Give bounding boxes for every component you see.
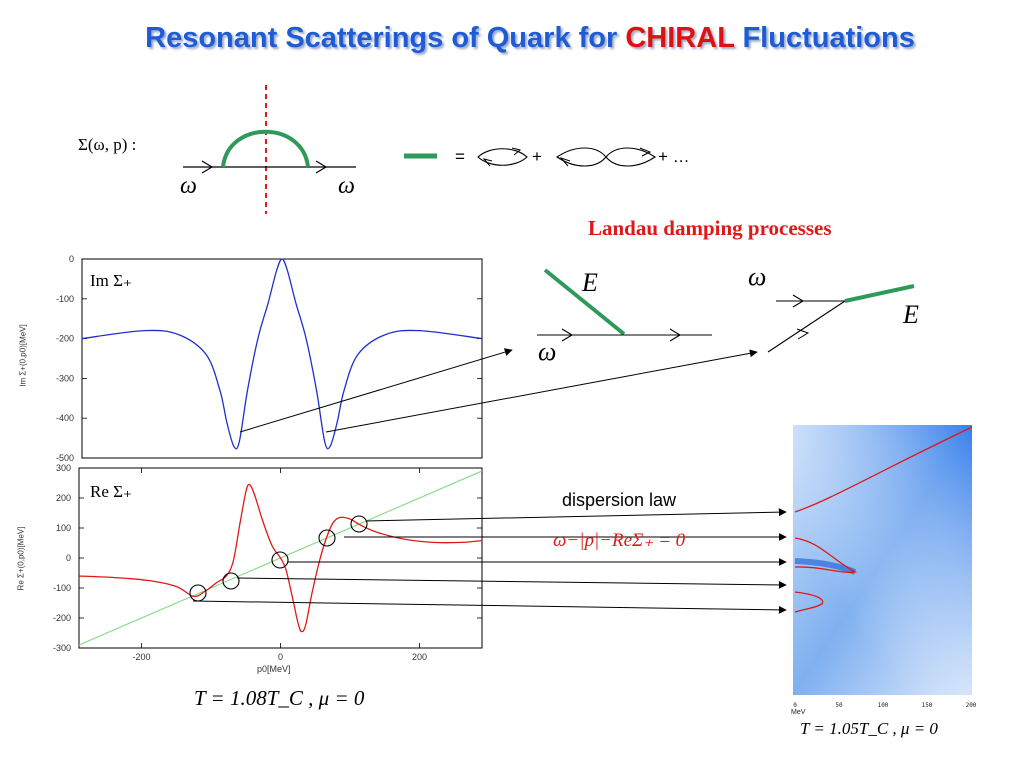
omega-in-label: ω (180, 173, 197, 199)
heatmap-upper-branch (794, 426, 973, 513)
re-ytick-label: 200 (56, 493, 71, 503)
arrow-in-icon (201, 160, 214, 174)
im-ytick-label: 0 (69, 254, 74, 264)
im-ytick-label: -200 (56, 334, 74, 344)
dispersion-label: dispersion law (562, 490, 677, 510)
landau-left-omega: ω (538, 337, 557, 366)
im-plot-frame (81, 258, 483, 459)
omega-out-label: ω (338, 173, 355, 199)
im-ylabel: Im Σ+(0,p0)[MeV] (18, 324, 28, 387)
im-curve (81, 258, 483, 450)
marker-circle (318, 529, 336, 547)
heatmap-xtick-label: 100 (878, 702, 889, 709)
landau-left-green (543, 268, 626, 336)
arrow-re-4 (236, 577, 787, 589)
sigma-label: Σ(ω, p) : (78, 135, 137, 154)
landau-right-omega: ω (748, 262, 767, 291)
re-ytick-label: 100 (56, 523, 71, 533)
landau-heading: Landau damping processes (588, 216, 832, 240)
re-xtick-label: 0 (278, 652, 283, 662)
re-ytick-label: -300 (53, 643, 71, 653)
temperature-left: T = 1.08T_C , μ = 0 (194, 686, 365, 710)
re-ytick-label: 0 (66, 553, 71, 563)
marker-circle (222, 572, 240, 590)
slide-title: Resonant Scatterings of Quark for CHIRAL… (0, 22, 1024, 55)
re-ytick-label: -200 (53, 613, 71, 623)
im-plot-label: Im Σ₊ (90, 271, 133, 290)
temperature-right: T = 1.05T_C , μ = 0 (800, 719, 938, 738)
heatmap-lower-branch (794, 591, 824, 613)
im-ytick-label: -100 (56, 294, 74, 304)
re-xtick-label: -200 (133, 652, 151, 662)
heatmap-xtick-label: 50 (835, 702, 843, 709)
heatmap-unit: MeV (791, 709, 806, 716)
arrow-im-right (325, 349, 758, 433)
self-energy-arc (221, 129, 310, 168)
marker-circle (271, 551, 289, 569)
re-curve (78, 483, 483, 633)
re-ylabel: Re Σ+(0,p0)[MeV] (16, 526, 26, 591)
landau-right-green (844, 284, 915, 303)
arrow-out-icon (315, 160, 328, 174)
title-highlight: CHIRAL (625, 22, 735, 54)
im-ytick-label: -500 (56, 453, 74, 463)
heatmap-xtick-label: 200 (966, 702, 977, 709)
title-suffix: Fluctuations (742, 22, 915, 54)
re-xtick-label: 200 (412, 652, 427, 662)
re-plot-label: Re Σ₊ (90, 482, 133, 501)
title-prefix: Resonant Scatterings of Quark for (145, 22, 618, 54)
heatmap-loop (794, 537, 858, 573)
im-ytick-label: -300 (56, 373, 74, 383)
loop-2-icon (556, 147, 656, 167)
arrow-im-left (239, 348, 513, 433)
heatmap-xtick-label: 150 (922, 702, 933, 709)
landau-right-antiquark (767, 300, 846, 353)
dispersion-equation: ω−|p|−ReΣ₊ = 0 (553, 530, 686, 551)
re-ytick-label: 300 (56, 463, 71, 473)
heatmap-band (794, 558, 857, 575)
landau-right-E: E (903, 300, 919, 329)
re-ytick-label: -100 (53, 583, 71, 593)
landau-left-E: E (582, 268, 598, 297)
loop-1-icon (477, 148, 528, 166)
arrow-re-5 (192, 600, 787, 614)
equals-sign: = (455, 147, 465, 166)
plus-sign-1: + (532, 147, 542, 166)
im-ytick-label: -400 (56, 413, 74, 423)
heatmap-xtick-label: 0 (793, 702, 797, 709)
re-xlabel: p0[MeV] (257, 664, 291, 674)
arrow-re-1 (365, 508, 787, 522)
plus-sign-2: + … (658, 147, 690, 166)
marker-circle (350, 515, 368, 533)
